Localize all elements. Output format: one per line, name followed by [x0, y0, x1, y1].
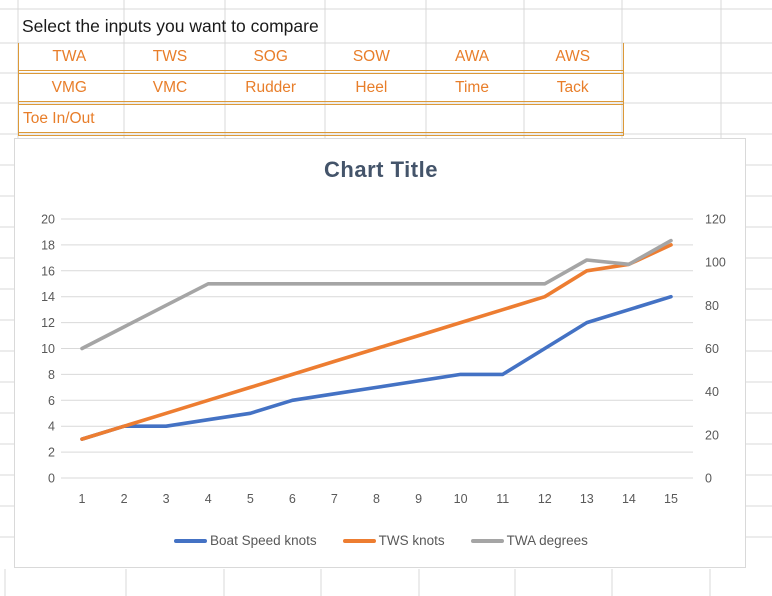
svg-text:12: 12: [538, 492, 552, 506]
svg-text:20: 20: [41, 213, 55, 227]
svg-text:4: 4: [48, 420, 55, 434]
input-cell-aws[interactable]: AWS: [555, 48, 591, 65]
svg-text:14: 14: [41, 290, 55, 304]
input-cell-sow[interactable]: SOW: [352, 48, 390, 65]
legend-item-tws-knots[interactable]: TWS knots: [342, 533, 445, 548]
series-line-tws-knots[interactable]: [80, 243, 673, 441]
svg-text:80: 80: [705, 299, 719, 313]
chart-legend: Boat Speed knots TWS knots TWA degrees: [15, 533, 747, 548]
svg-text:15: 15: [664, 492, 678, 506]
legend-label: TWA degrees: [506, 533, 588, 548]
legend-line-swatch: [174, 538, 208, 543]
svg-text:18: 18: [41, 238, 55, 252]
svg-text:100: 100: [705, 256, 726, 270]
svg-text:10: 10: [41, 342, 55, 356]
input-cell-time[interactable]: Time: [455, 79, 489, 96]
input-cell-tws[interactable]: TWS: [152, 48, 188, 65]
svg-text:7: 7: [331, 492, 338, 506]
legend-item-twa-degrees[interactable]: TWA degrees: [470, 533, 588, 548]
chart-area[interactable]: Chart Title 0 2 4 6 8 10 12 14 16 18 20 0 20 40 60 80 10…: [14, 138, 746, 568]
svg-text:0: 0: [705, 472, 712, 486]
svg-text:16: 16: [41, 264, 55, 278]
svg-text:14: 14: [622, 492, 636, 506]
input-cell-empty: [522, 105, 623, 132]
svg-text:11: 11: [496, 492, 509, 506]
svg-text:8: 8: [373, 492, 380, 506]
input-cell-twa[interactable]: TWA: [52, 48, 87, 65]
svg-text:3: 3: [163, 492, 170, 506]
svg-text:6: 6: [48, 394, 55, 408]
svg-text:2: 2: [48, 446, 55, 460]
prompt-text: Select the inputs you want to compare: [22, 16, 319, 36]
svg-text:9: 9: [415, 492, 422, 506]
input-cell-empty: [421, 105, 522, 132]
svg-text:6: 6: [289, 492, 296, 506]
svg-text:40: 40: [705, 385, 719, 399]
input-cell-vmg[interactable]: VMG: [51, 79, 87, 96]
legend-item-boat-speed-knots[interactable]: Boat Speed knots: [174, 533, 317, 548]
svg-text:60: 60: [705, 342, 719, 356]
right-axis-ticks: 0 20 40 60 80 100 120: [705, 213, 726, 486]
series-line-twa-degrees[interactable]: [80, 238, 673, 351]
series-line-boat-speed-knots[interactable]: [80, 294, 673, 441]
svg-text:20: 20: [705, 428, 719, 442]
input-cell-sog[interactable]: SOG: [253, 48, 288, 65]
chart-title[interactable]: Chart Title: [324, 157, 438, 182]
input-cell-toe-in-out[interactable]: Toe In/Out: [23, 110, 95, 127]
input-cell-heel[interactable]: Heel: [355, 79, 388, 96]
svg-text:13: 13: [580, 492, 594, 506]
input-cell-vmc[interactable]: VMC: [152, 79, 188, 96]
input-options-row: Toe In/Out: [19, 105, 623, 136]
input-cell-awa[interactable]: AWA: [454, 48, 490, 65]
svg-text:120: 120: [705, 213, 726, 227]
input-options-row: TWA TWS SOG SOW AWA AWS: [19, 43, 623, 74]
svg-text:12: 12: [41, 316, 55, 330]
input-cell-empty: [321, 105, 422, 132]
svg-text:4: 4: [205, 492, 212, 506]
x-axis-ticks: 1 2 3 4 5 6 7 8 9 10 11 12 13 14 15: [79, 492, 678, 506]
svg-text:0: 0: [48, 472, 55, 486]
input-cell-empty: [119, 105, 220, 132]
input-options-row: VMG VMC Rudder Heel Time Tack: [19, 74, 623, 105]
legend-line-swatch: [342, 538, 376, 543]
input-cell-rudder[interactable]: Rudder: [245, 79, 297, 96]
svg-text:5: 5: [247, 492, 254, 506]
input-options-table: TWA TWS SOG SOW AWA AWS VMG VMC Rudder Heel Time Ta…: [18, 43, 624, 136]
legend-label: TWS knots: [378, 533, 445, 548]
input-cell-empty: [220, 105, 321, 132]
svg-text:1: 1: [79, 492, 86, 506]
input-cell-tack[interactable]: Tack: [556, 79, 589, 96]
svg-text:2: 2: [121, 492, 128, 506]
left-axis-ticks: 0 2 4 6 8 10 12 14 16 18 20: [41, 213, 55, 486]
svg-text:10: 10: [454, 492, 468, 506]
legend-label: Boat Speed knots: [210, 533, 317, 548]
svg-text:8: 8: [48, 368, 55, 382]
legend-line-swatch: [470, 538, 504, 543]
